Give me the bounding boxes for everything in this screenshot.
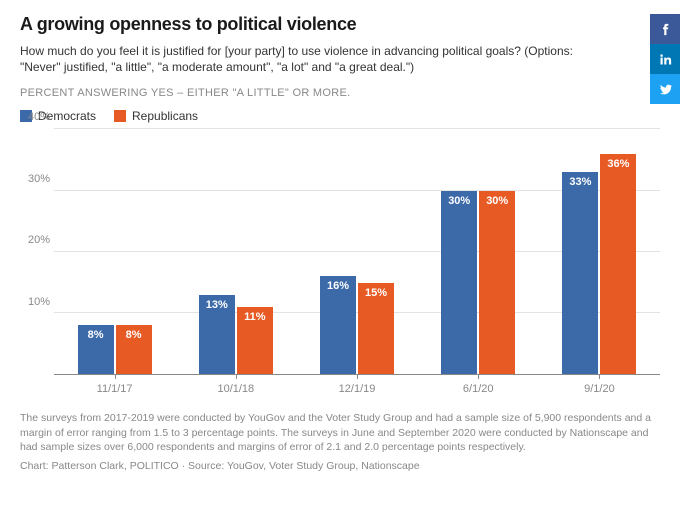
bar-republicans: 15%	[358, 283, 394, 375]
chart-title: A growing openness to political violence	[20, 14, 660, 35]
facebook-share-button[interactable]	[650, 14, 680, 44]
y-tick: 30%	[20, 173, 50, 185]
legend-label-republicans: Republicans	[132, 109, 198, 123]
legend-item-republicans: Republicans	[114, 109, 198, 123]
chart-plot-area: 10%20%30%40% 8%8%13%11%16%15%30%30%33%36…	[20, 129, 660, 399]
bar-value-label: 15%	[358, 287, 394, 299]
bar-group: 16%15%	[296, 129, 417, 374]
bar-republicans: 8%	[116, 325, 152, 374]
facebook-icon	[658, 22, 673, 37]
bar-democrats: 8%	[78, 325, 114, 374]
bar-groups: 8%8%13%11%16%15%30%30%33%36%	[54, 129, 660, 374]
bar-value-label: 8%	[78, 329, 114, 341]
bar-value-label: 33%	[562, 176, 598, 188]
bar-value-label: 30%	[441, 195, 477, 207]
linkedin-icon	[658, 52, 673, 67]
x-tick-label: 9/1/20	[539, 375, 660, 399]
bar-group: 33%36%	[539, 129, 660, 374]
bar-republicans: 30%	[479, 191, 515, 375]
plot-region: 8%8%13%11%16%15%30%30%33%36%	[54, 129, 660, 375]
bar-democrats: 30%	[441, 191, 477, 375]
bar-group: 13%11%	[175, 129, 296, 374]
bar-republicans: 11%	[237, 307, 273, 374]
y-axis-description: PERCENT ANSWERING YES – either "a little…	[20, 87, 660, 99]
chart-source: Chart: Patterson Clark, POLITICO · Sourc…	[20, 460, 660, 472]
x-tick-label: 12/1/19	[296, 375, 417, 399]
y-tick: 20%	[20, 234, 50, 246]
bar-value-label: 8%	[116, 329, 152, 341]
bar-group: 30%30%	[418, 129, 539, 374]
y-tick: 40%	[20, 111, 50, 123]
x-tick-label: 6/1/20	[418, 375, 539, 399]
bar-value-label: 36%	[600, 158, 636, 170]
bar-democrats: 16%	[320, 276, 356, 374]
bar-value-label: 11%	[237, 311, 273, 323]
chart-legend: Democrats Republicans	[20, 109, 660, 123]
x-tick-label: 11/1/17	[54, 375, 175, 399]
x-tick-label: 10/1/18	[175, 375, 296, 399]
bar-value-label: 30%	[479, 195, 515, 207]
chart-footnote: The surveys from 2017-2019 were conducte…	[20, 411, 660, 454]
chart-container: A growing openness to political violence…	[0, 0, 680, 511]
bar-democrats: 33%	[562, 172, 598, 374]
social-share-column	[650, 14, 680, 104]
bar-republicans: 36%	[600, 154, 636, 375]
linkedin-share-button[interactable]	[650, 44, 680, 74]
twitter-share-button[interactable]	[650, 74, 680, 104]
legend-swatch-republicans	[114, 110, 126, 122]
bar-value-label: 13%	[199, 299, 235, 311]
bar-value-label: 16%	[320, 280, 356, 292]
bar-democrats: 13%	[199, 295, 235, 375]
chart-subtitle: How much do you feel it is justified for…	[20, 43, 580, 75]
bar-group: 8%8%	[54, 129, 175, 374]
twitter-icon	[658, 82, 673, 97]
y-tick: 10%	[20, 296, 50, 308]
x-tick-labels: 11/1/1710/1/1812/1/196/1/209/1/20	[54, 375, 660, 399]
